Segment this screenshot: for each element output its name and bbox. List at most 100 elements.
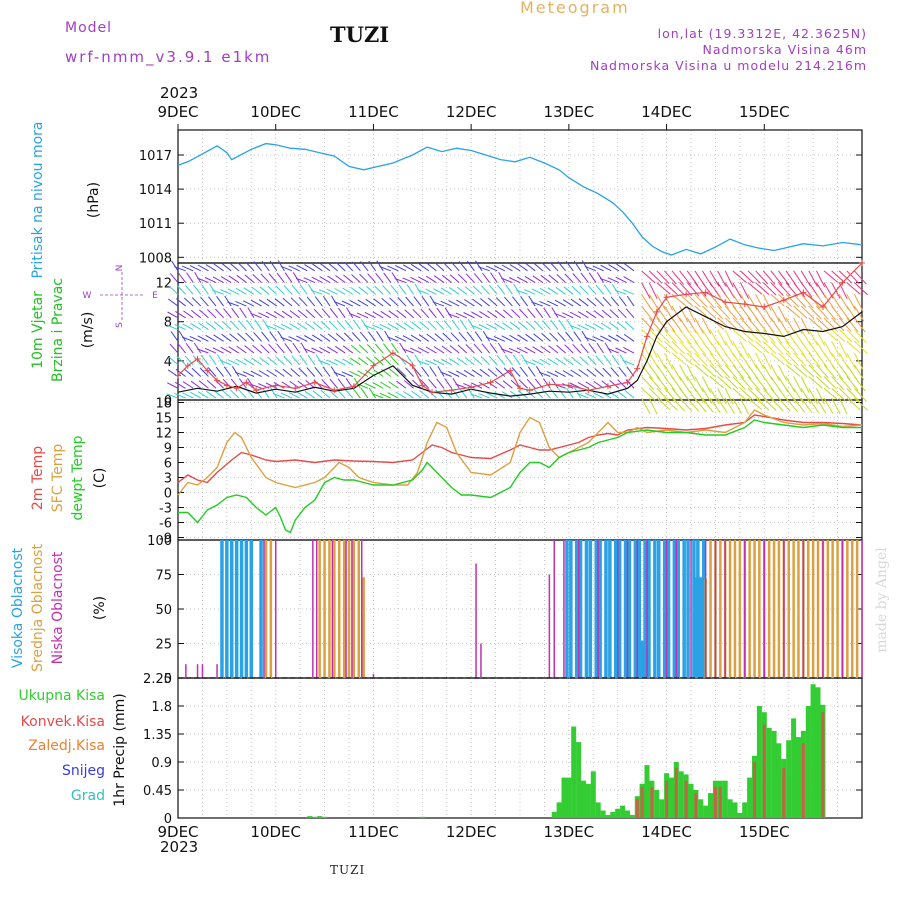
- wind-barb: [352, 261, 361, 272]
- cloud-bar-2: [351, 540, 353, 678]
- wind-barb: [694, 282, 707, 297]
- wind-barb: [463, 312, 475, 319]
- wind-barb: [686, 387, 699, 404]
- wind-barb: [311, 347, 323, 354]
- wind-barb: [679, 397, 693, 412]
- cloud-bar-1: [831, 540, 834, 678]
- wind-barb: [283, 285, 293, 295]
- wind-barb: [333, 371, 346, 377]
- wind-barb: [823, 387, 839, 401]
- wind-gust-marker: [663, 294, 670, 301]
- wind-barb: [365, 298, 376, 307]
- wind-barb: [641, 305, 654, 321]
- precip-bar-0: [615, 808, 621, 818]
- wind-barb: [480, 285, 490, 295]
- wind-barb: [221, 333, 232, 342]
- y-tick-label-pressure: 1011: [139, 217, 172, 232]
- wind-barb: [520, 296, 529, 307]
- wind-barb: [376, 331, 384, 342]
- wind-barb: [709, 364, 724, 378]
- compass-w: W: [83, 291, 92, 301]
- y-tick-label-cloud: 50: [155, 603, 172, 618]
- wind-barb: [374, 343, 384, 354]
- wind-barb: [350, 286, 361, 295]
- cloud-bar-2: [312, 540, 314, 678]
- wind-barb: [853, 352, 864, 370]
- wind-barb: [519, 366, 528, 377]
- wind-barb: [283, 355, 293, 366]
- wind-barb: [608, 322, 620, 330]
- wind-barb: [486, 265, 498, 272]
- precip-bar-0: [576, 742, 582, 818]
- wind-barb: [516, 276, 528, 284]
- cloud-bar-2: [475, 563, 477, 678]
- wind-barb: [702, 305, 716, 319]
- wind-barb: [656, 294, 666, 311]
- wind-barb: [197, 391, 209, 399]
- wind-gust-marker: [292, 385, 299, 392]
- wind-barb: [373, 298, 384, 307]
- wind-barb: [434, 262, 445, 272]
- wind-barb: [601, 380, 612, 389]
- wind-barb: [709, 397, 721, 414]
- wind-barb: [243, 358, 255, 366]
- wind-barb: [482, 272, 490, 283]
- cloud-bar-0: [682, 540, 686, 678]
- wind-barb: [467, 319, 475, 330]
- wind-barb: [602, 367, 612, 377]
- wind-barb: [327, 333, 338, 342]
- wind-barb: [444, 378, 453, 389]
- wind-barb: [372, 311, 384, 319]
- wind-gust-marker: [741, 301, 748, 308]
- wind-barb: [344, 261, 354, 272]
- wind-barb: [182, 381, 194, 389]
- precip-legend-1: Konvek.Kisa: [21, 714, 105, 730]
- wind-barb: [793, 305, 808, 319]
- wind-gust-marker: [214, 377, 221, 384]
- cloud-bar-0: [574, 540, 579, 678]
- precip-bar-0: [629, 814, 635, 818]
- wind-barb: [349, 370, 361, 377]
- wind-barb: [305, 309, 316, 319]
- wind-barb: [299, 284, 308, 295]
- wind-barb: [671, 352, 687, 365]
- cloud-bar-1: [728, 540, 732, 678]
- wind-barb: [569, 324, 581, 331]
- precip-bar-1: [782, 768, 786, 818]
- cloud-bar-2: [802, 540, 805, 678]
- wind-barb: [579, 356, 589, 366]
- precip-bar-0: [776, 743, 782, 818]
- wind-barb: [322, 295, 331, 307]
- wind-barb: [513, 283, 521, 295]
- cloud-bar-1: [342, 540, 346, 678]
- wind-barb: [694, 305, 709, 319]
- ylabel-pressure: Pritisak na nivou mora: [30, 121, 46, 278]
- wind-barb: [413, 296, 422, 307]
- wind-barb: [304, 390, 316, 399]
- wind-barb: [601, 309, 612, 319]
- wind-barb: [793, 340, 806, 356]
- wind-barb: [579, 285, 589, 295]
- wind-barb: [447, 313, 460, 319]
- wind-barb: [296, 264, 308, 272]
- wind-barb: [755, 397, 770, 411]
- wind-barb: [190, 310, 202, 319]
- wind-barb: [686, 352, 701, 366]
- wind-gust-marker: [331, 387, 338, 394]
- wind-barb: [391, 342, 399, 354]
- wind-barb: [304, 335, 316, 342]
- wind-barb: [770, 293, 785, 307]
- wind-barb: [724, 364, 738, 379]
- wind-barb: [359, 273, 369, 283]
- wind-barb: [815, 270, 826, 288]
- wind-barb: [396, 380, 407, 389]
- cloud-bar-1: [846, 540, 849, 678]
- wind-barb: [641, 282, 651, 299]
- wind-barb: [533, 333, 544, 342]
- wind-barb: [701, 340, 714, 356]
- wind-barb: [664, 387, 677, 402]
- wind-barb: [197, 335, 209, 342]
- wind-barb: [334, 288, 346, 295]
- wind-barb: [208, 296, 217, 307]
- wind-barb: [622, 289, 635, 295]
